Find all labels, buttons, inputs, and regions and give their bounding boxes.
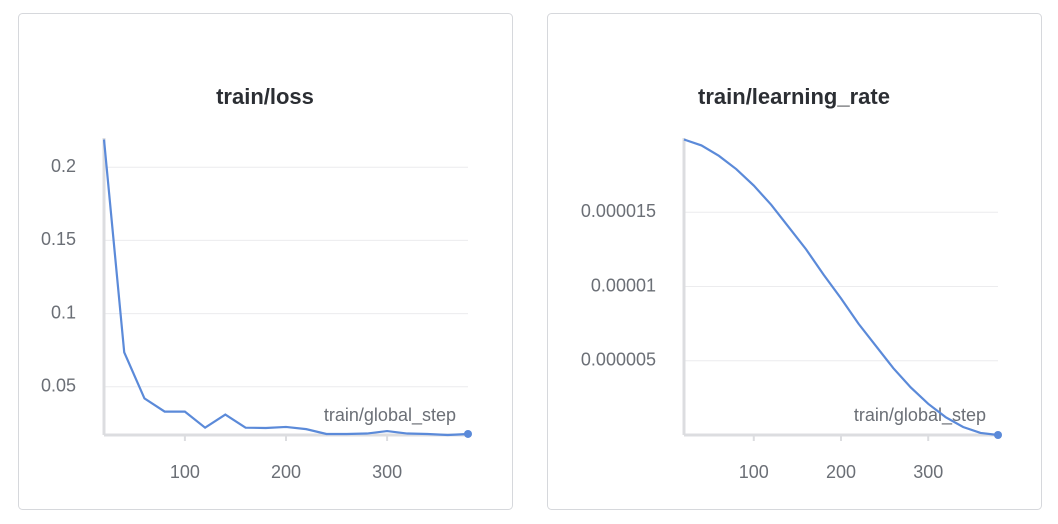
x-tick-label: 100: [739, 462, 769, 482]
x-tick-label: 100: [170, 462, 200, 482]
y-tick-label: 0.15: [41, 229, 76, 249]
chart-title: train/learning_rate: [698, 84, 890, 109]
end-marker: [994, 431, 1002, 439]
x-tick-label: 200: [271, 462, 301, 482]
chart-title: train/loss: [216, 84, 314, 109]
y-tick-label: 0.00001: [591, 275, 656, 295]
x-tick-label: 200: [826, 462, 856, 482]
panel: [547, 13, 1042, 510]
line: [683, 138, 999, 437]
x-axis-label: train/global_step: [324, 405, 456, 426]
line: [102, 139, 469, 437]
y-tick-label: 0.2: [51, 156, 76, 176]
y-tick-label: 0.000005: [581, 350, 656, 370]
y-tick-label: 0.1: [51, 302, 76, 322]
y-tick-label: 0.05: [41, 375, 76, 395]
end-marker: [464, 429, 472, 438]
x-tick-label: 300: [372, 462, 402, 482]
panel: [18, 13, 513, 510]
x-tick-label: 300: [913, 462, 943, 482]
y-tick-label: 0.000015: [581, 201, 656, 221]
x-axis-label: train/global_step: [854, 405, 986, 426]
